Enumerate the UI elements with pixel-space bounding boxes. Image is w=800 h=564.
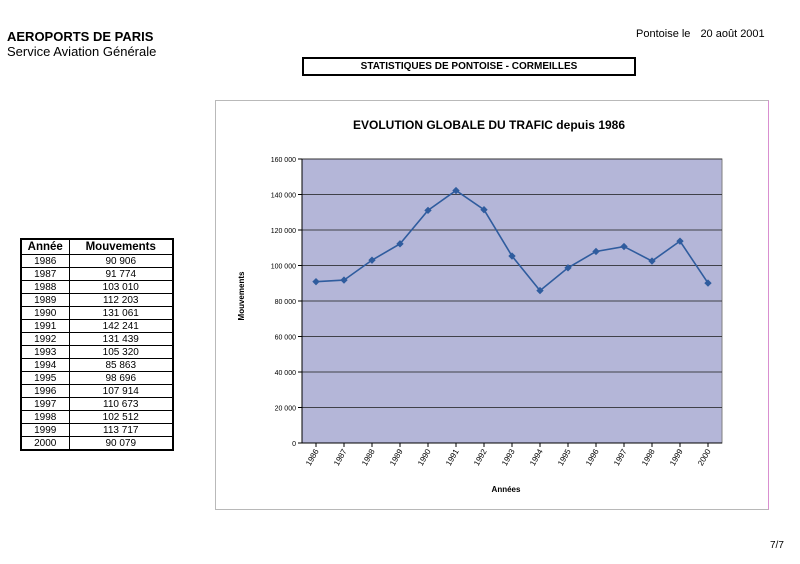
place-label: Pontoise le <box>636 28 691 40</box>
table-header-row: Année Mouvements <box>20 238 174 255</box>
movements-cell: 91 774 <box>68 267 174 281</box>
x-tick-label: 1999 <box>668 447 685 467</box>
year-cell: 1989 <box>20 293 70 307</box>
year-cell: 1999 <box>20 423 70 437</box>
table-row: 1987 91 774 <box>20 267 174 281</box>
x-tick-label: 1995 <box>556 447 573 467</box>
y-tick-label: 0 <box>292 441 296 448</box>
chart-frame: EVOLUTION GLOBALE DU TRAFIC depuis 1986 … <box>215 100 769 510</box>
table-row: 1994 85 863 <box>20 358 174 372</box>
movements-cell: 90 906 <box>68 254 174 268</box>
y-tick-label: 160 000 <box>271 157 296 164</box>
table-row: 1995 98 696 <box>20 371 174 385</box>
data-point <box>704 279 712 287</box>
traffic-line-chart: EVOLUTION GLOBALE DU TRAFIC depuis 1986 … <box>237 118 723 494</box>
y-tick-label: 100 000 <box>271 264 296 271</box>
movements-cell: 105 320 <box>68 345 174 359</box>
year-cell: 1996 <box>20 384 70 398</box>
year-cell: 2000 <box>20 436 70 451</box>
year-cell: 1995 <box>20 371 70 385</box>
y-tick-label: 40 000 <box>275 370 297 377</box>
movements-cell: 113 717 <box>68 423 174 437</box>
movements-cell: 85 863 <box>68 358 174 372</box>
y-tick-label: 140 000 <box>271 193 296 200</box>
year-cell: 1988 <box>20 280 70 294</box>
x-axis-label: Années <box>492 485 521 494</box>
date-value: 20 août 2001 <box>700 28 765 40</box>
x-tick-label: 1991 <box>444 447 461 467</box>
table-row: 1989 112 203 <box>20 293 174 307</box>
movements-cell: 112 203 <box>68 293 174 307</box>
x-tick-label: 1989 <box>388 447 405 467</box>
year-cell: 1994 <box>20 358 70 372</box>
year-cell: 1987 <box>20 267 70 281</box>
data-point <box>452 186 460 195</box>
department-name: Service Aviation Générale <box>7 44 157 59</box>
data-point <box>368 256 376 264</box>
x-tick-label: 1997 <box>612 447 629 467</box>
data-point <box>396 240 404 248</box>
year-cell: 1986 <box>20 254 70 268</box>
x-tick-label: 2000 <box>696 447 713 467</box>
data-point <box>480 206 488 214</box>
movements-cell: 90 079 <box>68 436 174 451</box>
table-row: 1988 103 010 <box>20 280 174 294</box>
table-row: 1998 102 512 <box>20 410 174 424</box>
y-axis-label: Mouvements <box>237 271 246 320</box>
table-body: 1986 90 906 1987 91 774 1988 103 010 1989 112 2… <box>20 254 174 451</box>
table-row: 1990 131 061 <box>20 306 174 320</box>
movements-cell: 131 439 <box>68 332 174 346</box>
movements-cell: 102 512 <box>68 410 174 424</box>
table-row: 1999 113 717 <box>20 423 174 437</box>
movements-cell: 98 696 <box>68 371 174 385</box>
column-header-year: Année <box>20 238 70 255</box>
year-cell: 1993 <box>20 345 70 359</box>
organization-name: AEROPORTS DE PARIS <box>7 29 154 44</box>
x-tick-label: 1986 <box>304 447 321 467</box>
data-point <box>536 286 544 295</box>
table-row: 1993 105 320 <box>20 345 174 359</box>
x-tick-label: 1994 <box>528 447 545 467</box>
y-tick-label: 60 000 <box>275 335 297 342</box>
page-number: 7/7 <box>770 540 784 551</box>
year-cell: 1991 <box>20 319 70 333</box>
y-tick-label: 120 000 <box>271 228 296 235</box>
x-tick-label: 1993 <box>500 447 517 467</box>
movements-cell: 107 914 <box>68 384 174 398</box>
chart-title: EVOLUTION GLOBALE DU TRAFIC depuis 1986 <box>353 118 625 132</box>
movements-cell: 110 673 <box>68 397 174 411</box>
movements-cell: 103 010 <box>68 280 174 294</box>
table-row: 1991 142 241 <box>20 319 174 333</box>
table-row: 1997 110 673 <box>20 397 174 411</box>
x-tick-label: 1987 <box>332 447 349 467</box>
column-header-movements: Mouvements <box>68 238 174 255</box>
table-row: 2000 90 079 <box>20 436 174 451</box>
data-point <box>312 277 320 286</box>
section-title: STATISTIQUES DE PONTOISE - CORMEILLES <box>302 57 636 76</box>
movements-cell: 142 241 <box>68 319 174 333</box>
x-tick-label: 1998 <box>640 447 657 467</box>
y-tick-label: 80 000 <box>275 299 297 306</box>
x-tick-label: 1990 <box>416 447 433 467</box>
table-row: 1996 107 914 <box>20 384 174 398</box>
table-row: 1986 90 906 <box>20 254 174 268</box>
year-cell: 1990 <box>20 306 70 320</box>
year-cell: 1998 <box>20 410 70 424</box>
x-tick-label: 1992 <box>472 447 489 467</box>
x-tick-label: 1988 <box>360 447 377 467</box>
movements-cell: 131 061 <box>68 306 174 320</box>
x-tick-label: 1996 <box>584 447 601 467</box>
year-cell: 1997 <box>20 397 70 411</box>
year-cell: 1992 <box>20 332 70 346</box>
table-row: 1992 131 439 <box>20 332 174 346</box>
date-line: Pontoise le 20 août 2001 <box>636 28 775 40</box>
data-point <box>424 206 432 215</box>
traffic-table: Année Mouvements 1986 90 906 1987 91 774 198… <box>20 238 174 451</box>
y-tick-label: 20 000 <box>275 406 297 413</box>
